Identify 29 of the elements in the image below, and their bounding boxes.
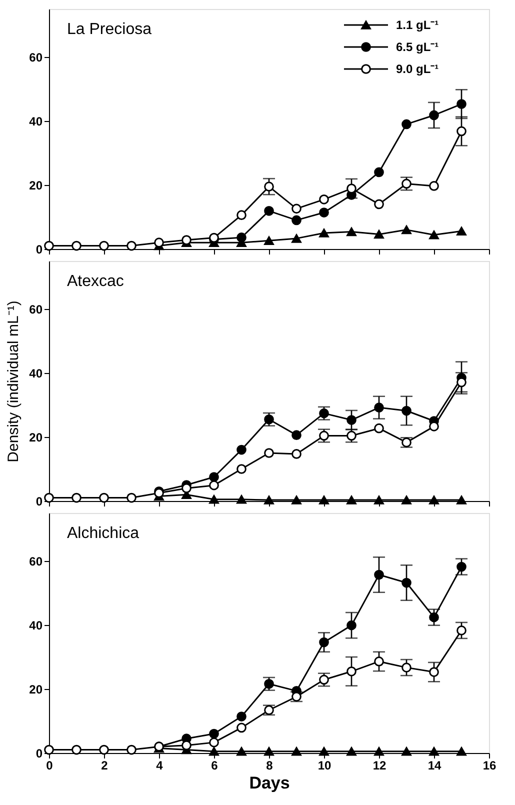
y-tick-label: 60 xyxy=(29,50,43,64)
y-tick-label: 0 xyxy=(36,494,43,508)
x-tick-label: 14 xyxy=(428,758,442,772)
x-tick-label: 12 xyxy=(372,758,386,772)
x-axis-title: Days xyxy=(249,774,290,792)
x-tick-label: 0 xyxy=(46,758,54,772)
y-tick-label: 20 xyxy=(29,430,43,444)
y-tick-label: 0 xyxy=(36,242,43,256)
y-tick-label: 20 xyxy=(29,682,43,696)
legend-label: 9.0 gL⁻¹ xyxy=(396,62,439,76)
y-tick-label: 20 xyxy=(29,178,43,192)
text: Atexcac xyxy=(67,273,124,290)
x-tick-label: 4 xyxy=(156,758,164,772)
legend-label: 6.5 gL⁻¹ xyxy=(396,40,439,54)
y-tick-label: 40 xyxy=(29,618,43,632)
x-tick-label: 8 xyxy=(266,758,274,772)
x-tick-label: 2 xyxy=(101,758,108,772)
y-tick-label: 60 xyxy=(29,554,43,568)
y-tick-label: 40 xyxy=(29,114,43,128)
text: La Preciosa xyxy=(67,21,152,38)
x-tick-label: 16 xyxy=(482,758,496,772)
text: Alchichica xyxy=(67,525,140,542)
y-tick-label: 60 xyxy=(29,302,43,316)
x-tick-label: 6 xyxy=(211,758,218,772)
y-tick-label: 0 xyxy=(36,746,43,760)
legend-label: 1.1 gL⁻¹ xyxy=(396,18,439,32)
x-tick-label: 10 xyxy=(318,758,332,772)
y-tick-label: 40 xyxy=(29,366,43,380)
y-axis-title: Density (individual mL⁻¹) xyxy=(5,300,22,462)
